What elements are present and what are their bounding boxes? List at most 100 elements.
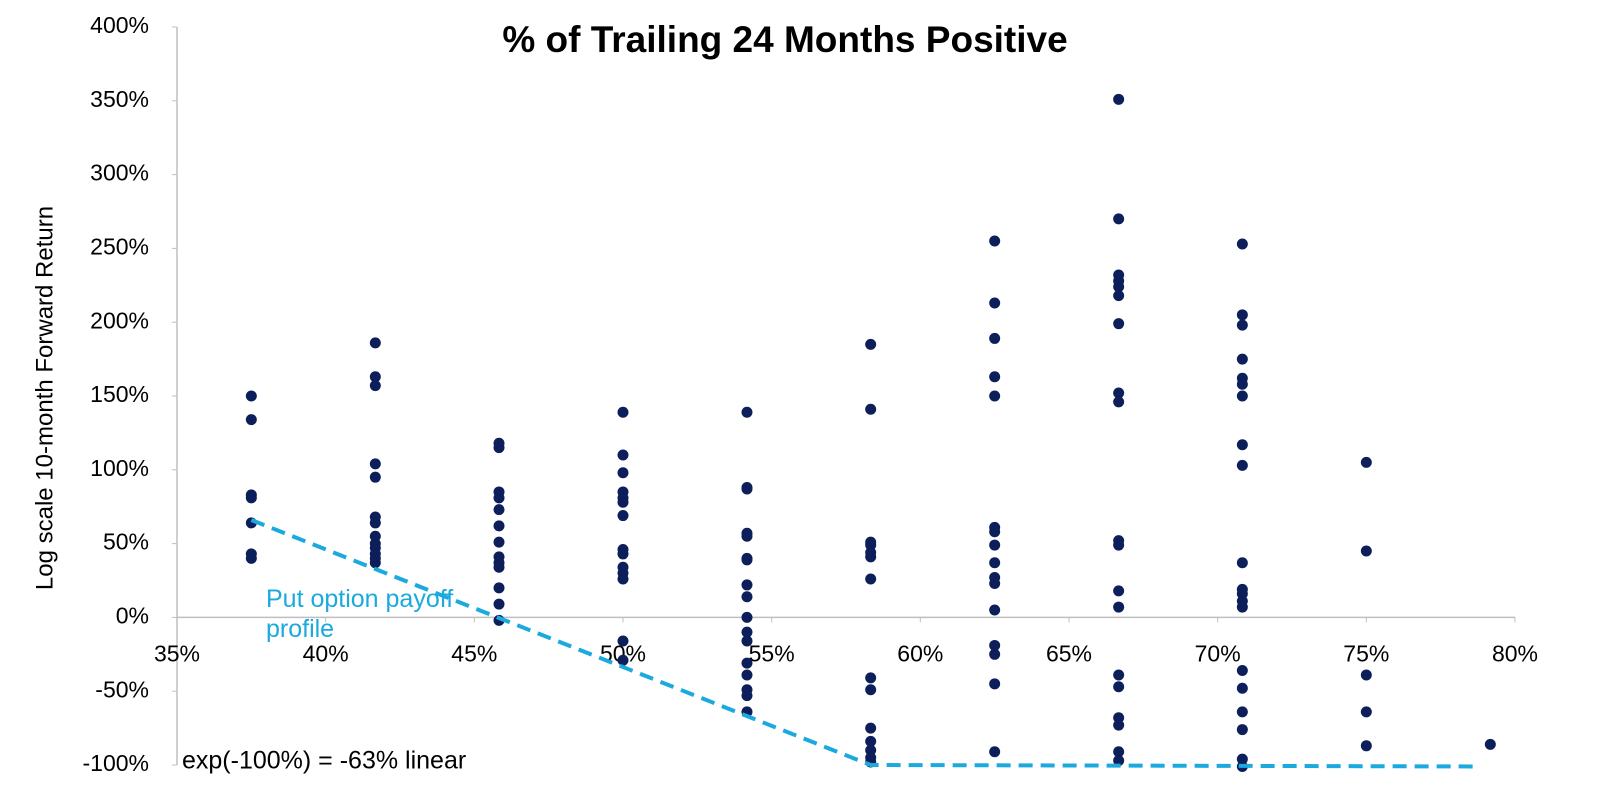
data-point: [617, 548, 629, 560]
data-point: [741, 483, 753, 495]
data-point: [865, 551, 877, 563]
data-point: [1360, 706, 1372, 718]
x-tick-label: 60%: [897, 640, 943, 666]
data-point: [741, 530, 753, 542]
data-point: [1236, 724, 1248, 736]
data-point: [989, 332, 1001, 344]
data-point: [1236, 309, 1248, 321]
data-point: [493, 442, 505, 454]
data-point: [1113, 601, 1125, 613]
data-point: [1236, 682, 1248, 694]
x-tick-label: 70%: [1195, 640, 1241, 666]
data-point: [493, 520, 505, 532]
data-point: [617, 467, 629, 479]
data-point: [617, 496, 629, 508]
data-point: [1360, 545, 1372, 557]
data-point: [989, 371, 1001, 383]
data-point: [1113, 585, 1125, 597]
data-point: [989, 648, 1001, 660]
data-point: [369, 337, 381, 349]
data-point: [369, 557, 381, 569]
data-point: [369, 471, 381, 483]
data-point: [1236, 706, 1248, 718]
data-point: [1113, 681, 1125, 693]
data-point: [493, 582, 505, 594]
data-point: [865, 573, 877, 585]
data-point: [1236, 390, 1248, 402]
data-point: [989, 639, 1001, 651]
data-point: [741, 626, 753, 638]
data-point: [245, 552, 257, 564]
data-point: [741, 579, 753, 591]
data-point: [493, 561, 505, 573]
data-point: [989, 297, 1001, 309]
x-tick-label: 40%: [303, 640, 349, 666]
x-tick-label: 55%: [749, 640, 795, 666]
y-axis-label: Log scale 10-month Forward Return: [31, 206, 58, 590]
x-tick-label: 75%: [1343, 640, 1389, 666]
data-point: [493, 504, 505, 516]
data-point: [989, 539, 1001, 551]
data-point: [1236, 353, 1248, 365]
data-point: [617, 406, 629, 418]
data-point: [741, 554, 753, 566]
data-point: [1113, 669, 1125, 681]
x-tick-label: 80%: [1492, 640, 1538, 666]
data-point: [989, 678, 1001, 690]
y-tick-label: 400%: [90, 12, 149, 38]
data-point: [1113, 387, 1125, 399]
data-point: [865, 338, 877, 350]
data-point: [1484, 738, 1496, 750]
data-point: [1113, 539, 1125, 551]
data-point: [741, 657, 753, 669]
data-point: [741, 611, 753, 623]
data-point: [741, 406, 753, 418]
data-point: [369, 371, 381, 383]
data-point: [1360, 456, 1372, 468]
y-tick-label: 50%: [103, 529, 149, 555]
data-point: [617, 573, 629, 585]
data-point: [741, 591, 753, 603]
data-point: [989, 557, 1001, 569]
data-point: [1360, 740, 1372, 752]
y-tick-label: 0%: [116, 602, 149, 628]
data-point: [989, 390, 1001, 402]
data-point: [1113, 396, 1125, 408]
data-point: [1113, 213, 1125, 225]
data-point: [741, 635, 753, 647]
y-tick-label: 350%: [90, 86, 149, 112]
data-point: [617, 654, 629, 666]
data-point: [369, 458, 381, 470]
data-point: [1236, 459, 1248, 471]
data-point: [865, 672, 877, 684]
data-point: [245, 492, 257, 504]
x-tick-label: 45%: [451, 640, 497, 666]
put-option-label: Put option payoff profile: [266, 585, 454, 643]
data-point: [369, 380, 381, 392]
data-point: [1236, 238, 1248, 250]
data-point: [1113, 719, 1125, 731]
data-point: [1236, 601, 1248, 613]
data-point: [1113, 281, 1125, 293]
data-point: [1360, 669, 1372, 681]
data-point: [1113, 290, 1125, 302]
data-point: [1113, 93, 1125, 105]
data-point: [617, 449, 629, 461]
x-tick-label: 65%: [1046, 640, 1092, 666]
y-tick-label: 300%: [90, 160, 149, 186]
data-point: [865, 735, 877, 747]
data-point: [1236, 439, 1248, 451]
x-tick-label: 35%: [154, 640, 200, 666]
data-point: [1236, 557, 1248, 569]
data-point: [245, 390, 257, 402]
data-point: [1236, 378, 1248, 390]
data-point: [989, 235, 1001, 247]
data-point: [617, 635, 629, 647]
data-point: [1113, 318, 1125, 330]
data-point: [1236, 665, 1248, 677]
data-point: [493, 598, 505, 610]
data-point: [989, 526, 1001, 538]
data-point: [617, 510, 629, 522]
